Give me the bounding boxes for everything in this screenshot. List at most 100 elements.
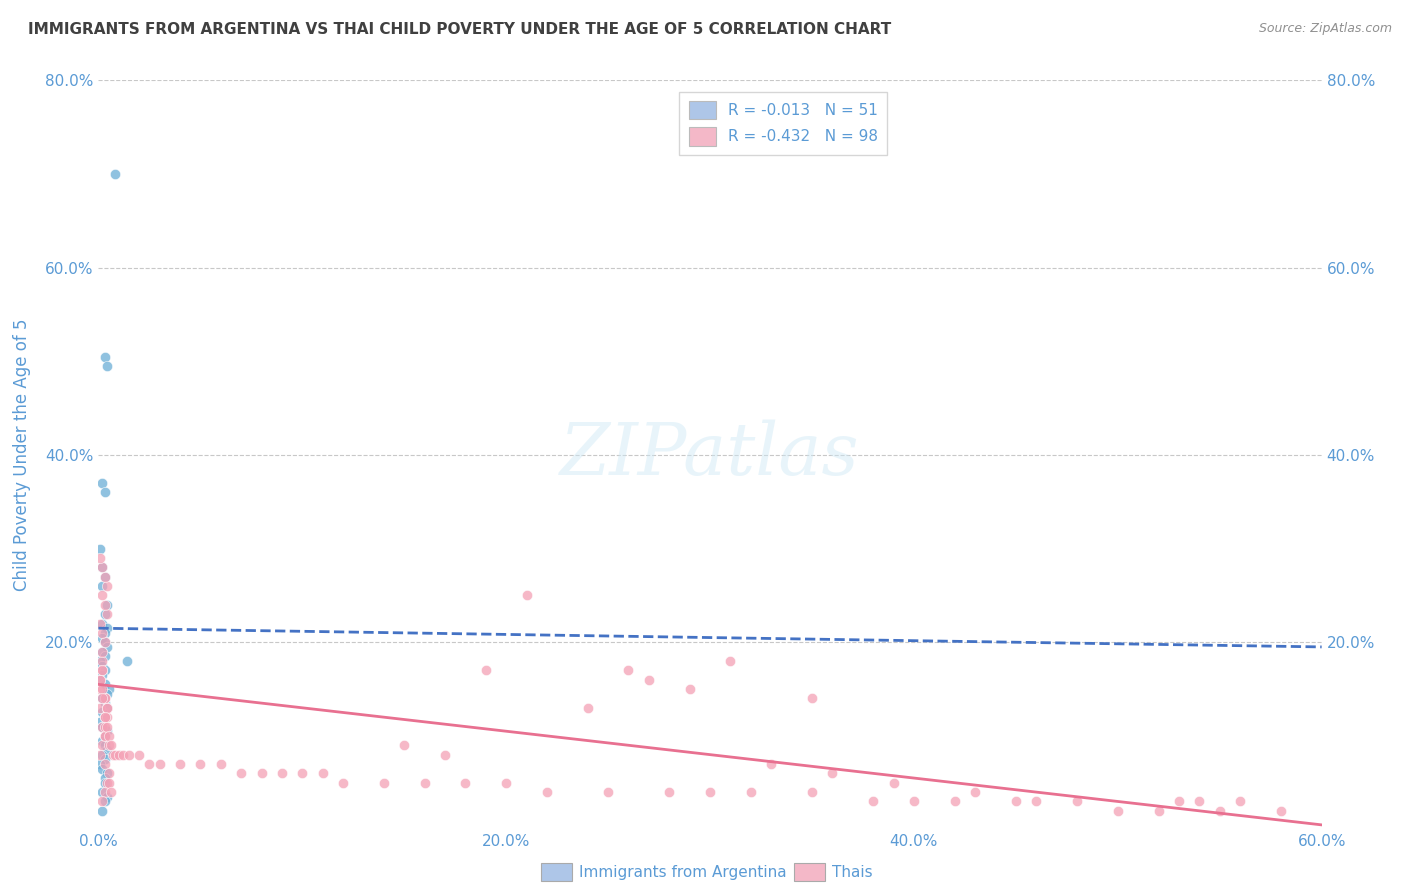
Point [91, 589, 114, 603]
Point [93, 696, 115, 710]
Point [89, 673, 111, 687]
Point [312, 766, 335, 780]
Point [209, 756, 232, 771]
Point [89, 654, 111, 668]
Point [93, 729, 115, 743]
Point [91, 664, 114, 678]
Point [718, 654, 742, 668]
Point [93, 664, 115, 678]
Point [96, 724, 118, 739]
Point [332, 776, 354, 790]
Point [91, 682, 114, 697]
Point [93, 771, 115, 785]
Point [89, 747, 111, 762]
Point [96, 621, 118, 635]
Point [89, 541, 111, 556]
Point [93, 710, 115, 724]
Point [679, 682, 702, 697]
Text: IMMIGRANTS FROM ARGENTINA VS THAI CHILD POVERTY UNDER THE AGE OF 5 CORRELATION C: IMMIGRANTS FROM ARGENTINA VS THAI CHILD … [28, 22, 891, 37]
Point [454, 776, 477, 790]
Point [93, 785, 115, 799]
Point [93, 795, 115, 809]
Point [91, 733, 114, 747]
Point [91, 476, 114, 491]
Point [93, 739, 115, 753]
Point [93, 719, 115, 733]
Point [1270, 804, 1292, 818]
Point [96, 579, 118, 593]
Point [91, 795, 114, 809]
Point [801, 691, 824, 706]
Point [138, 756, 160, 771]
Point [108, 747, 131, 762]
Point [250, 766, 273, 780]
Point [821, 766, 844, 780]
Point [96, 359, 118, 373]
Text: Source: ZipAtlas.com: Source: ZipAtlas.com [1258, 22, 1392, 36]
Point [96, 687, 118, 701]
Point [883, 776, 905, 790]
Point [96, 710, 118, 724]
Point [93, 729, 115, 743]
Point [91, 706, 114, 720]
Point [699, 785, 721, 799]
Point [91, 626, 114, 640]
Point [801, 785, 824, 799]
Point [91, 719, 114, 733]
Y-axis label: Child Poverty Under the Age of 5: Child Poverty Under the Age of 5 [13, 318, 31, 591]
Point [100, 739, 122, 753]
Point [93, 635, 115, 649]
Point [93, 776, 115, 790]
Point [89, 756, 111, 771]
Point [93, 570, 115, 584]
Legend: R = -0.013   N = 51, R = -0.432   N = 98: R = -0.013 N = 51, R = -0.432 N = 98 [679, 92, 887, 155]
Point [91, 785, 114, 799]
Point [1229, 795, 1251, 809]
Point [93, 677, 115, 691]
Point [1147, 804, 1170, 818]
Point [434, 747, 457, 762]
Point [231, 766, 253, 780]
Text: Thais: Thais [832, 865, 873, 880]
Point [101, 747, 124, 762]
Point [91, 762, 114, 776]
Point [91, 560, 114, 574]
Point [111, 747, 134, 762]
Point [495, 776, 517, 790]
Point [761, 756, 783, 771]
Point [149, 756, 172, 771]
Point [97, 729, 120, 743]
Point [96, 776, 118, 790]
Point [903, 795, 925, 809]
Point [89, 673, 111, 687]
Point [91, 579, 114, 593]
Point [96, 743, 118, 757]
Point [93, 598, 115, 612]
Point [169, 756, 191, 771]
Point [93, 485, 115, 500]
Text: Immigrants from Argentina: Immigrants from Argentina [579, 865, 787, 880]
Point [93, 691, 115, 706]
Point [91, 658, 114, 673]
Point [96, 607, 118, 621]
Point [91, 631, 114, 645]
Point [91, 644, 114, 658]
Point [1025, 795, 1047, 809]
Point [104, 747, 127, 762]
Point [1188, 795, 1211, 809]
Point [91, 691, 114, 706]
Point [104, 167, 127, 181]
Point [89, 673, 111, 687]
Point [91, 739, 114, 753]
Point [97, 766, 120, 780]
Point [91, 804, 114, 818]
Point [392, 739, 416, 753]
Point [96, 719, 118, 733]
Point [637, 673, 661, 687]
Point [188, 756, 212, 771]
Point [93, 626, 115, 640]
Point [96, 789, 118, 804]
Point [118, 747, 141, 762]
Point [93, 729, 115, 743]
Point [89, 616, 111, 631]
